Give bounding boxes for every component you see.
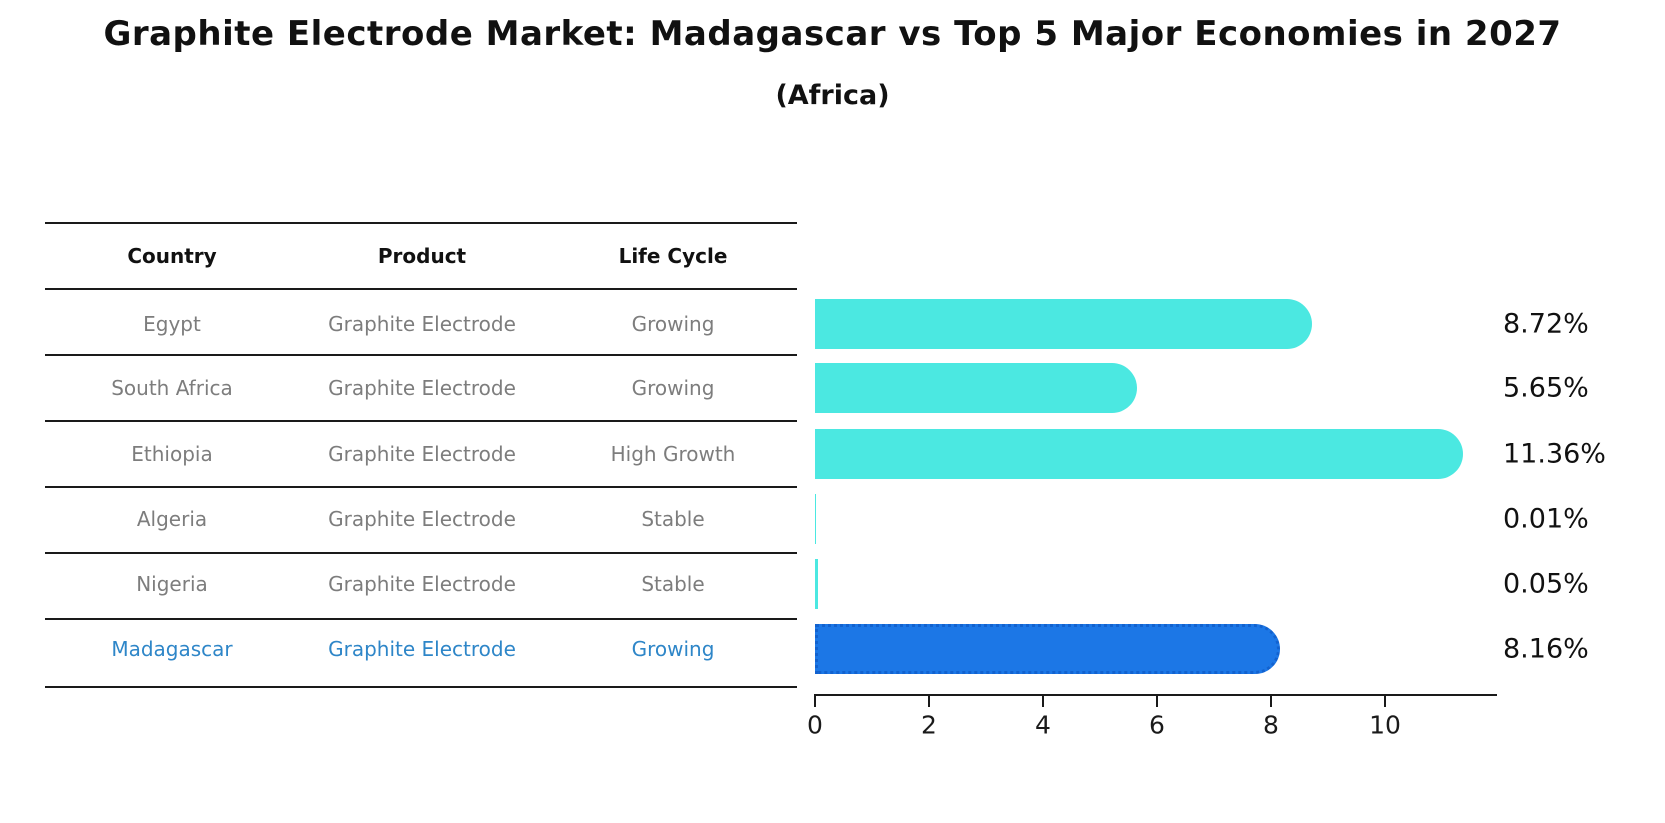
table-header-divider (45, 288, 797, 290)
table-cell-product: Graphite Electrode (328, 442, 516, 466)
chart-title: Graphite Electrode Market: Madagascar vs… (103, 14, 1562, 54)
x-axis-tick-label: 8 (1263, 710, 1279, 740)
table-cell-product: Graphite Electrode (328, 312, 516, 336)
table-row-divider (45, 618, 797, 620)
table-header-country: Country (127, 244, 217, 268)
table-cell-country: Madagascar (111, 637, 233, 661)
x-axis-tick-label: 10 (1369, 710, 1401, 740)
x-axis-tick (1156, 696, 1158, 707)
table-row-divider (45, 354, 797, 356)
bar-value-label: 0.05% (1503, 568, 1589, 600)
table-cell-country: Algeria (136, 507, 208, 531)
table-cell-life-cycle: Growing (631, 376, 715, 400)
table-cell-product: Graphite Electrode (328, 637, 516, 661)
x-axis-tick (1384, 696, 1386, 707)
x-axis-tick-label: 4 (1035, 710, 1051, 740)
bar-value-label: 5.65% (1503, 372, 1589, 404)
x-axis-tick-label: 2 (921, 710, 937, 740)
bar-ethiopia (815, 429, 1463, 479)
table-cell-life-cycle: Stable (641, 572, 705, 596)
bar-nigeria (815, 559, 818, 609)
table-cell-product: Graphite Electrode (328, 572, 516, 596)
table-cell-life-cycle: Growing (631, 312, 715, 336)
bar-value-label: 0.01% (1503, 503, 1589, 535)
bar-value-label: 11.36% (1503, 438, 1606, 470)
x-axis-tick-label: 6 (1149, 710, 1165, 740)
table-row-divider (45, 420, 797, 422)
table-cell-life-cycle: High Growth (610, 442, 736, 466)
table-cell-product: Graphite Electrode (328, 376, 516, 400)
table-row-divider (45, 552, 797, 554)
bar-algeria (815, 494, 816, 544)
bar-egypt (815, 299, 1313, 349)
table-cell-country: Ethiopia (131, 442, 213, 466)
table-cell-country: Nigeria (136, 572, 208, 596)
table-cell-product: Graphite Electrode (328, 507, 516, 531)
table-cell-country: Egypt (143, 312, 201, 336)
bar-value-label: 8.16% (1503, 633, 1589, 665)
table-header-product: Product (377, 244, 467, 268)
table-row-divider (45, 486, 797, 488)
table-cell-life-cycle: Stable (641, 507, 705, 531)
table-cell-country: South Africa (111, 376, 233, 400)
bar-madagascar (815, 624, 1281, 674)
x-axis-tick (814, 696, 816, 707)
x-axis-tick-label: 0 (807, 710, 823, 740)
x-axis-tick (1042, 696, 1044, 707)
x-axis-line (814, 694, 1497, 696)
bar-value-label: 8.72% (1503, 308, 1589, 340)
table-bottom-border (45, 686, 797, 688)
chart-subtitle: (Africa) (775, 80, 890, 111)
bar-south-africa (815, 363, 1138, 413)
x-axis-tick (928, 696, 930, 707)
table-top-border (45, 222, 797, 224)
x-axis-tick (1270, 696, 1272, 707)
table-cell-life-cycle: Growing (631, 637, 715, 661)
table-header-life-cycle: Life Cycle (618, 244, 728, 268)
